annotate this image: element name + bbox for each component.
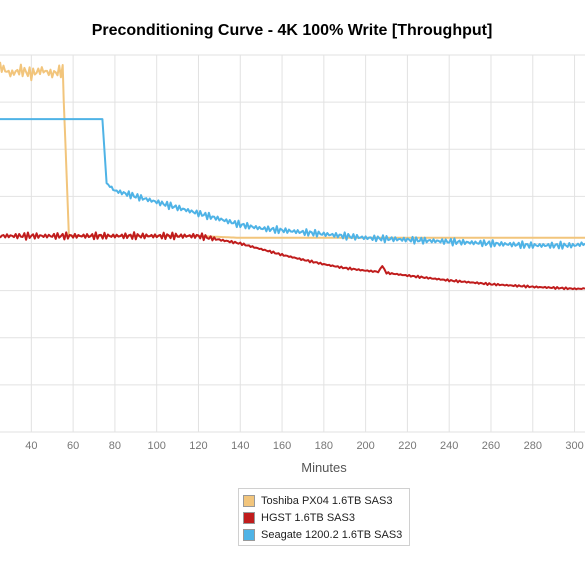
x-tick-label: 120 [189,440,207,452]
chart-title: Preconditioning Curve - 4K 100% Write [T… [92,22,493,39]
x-tick-label: 160 [273,440,291,452]
x-tick-label: 200 [356,440,374,452]
grid [0,54,585,433]
x-tick-label: 280 [524,440,542,452]
plot-series [0,61,585,291]
series-line-0 [0,61,585,239]
series-line-2 [0,118,585,250]
x-tick-label: 240 [440,440,458,452]
legend-item[interactable]: Toshiba PX04 1.6TB SAS3 [243,492,405,509]
legend: Toshiba PX04 1.6TB SAS3 HGST 1.6TB SAS3 Se… [238,488,410,546]
x-tick-label: 220 [398,440,416,452]
legend-item[interactable]: HGST 1.6TB SAS3 [243,509,405,526]
legend-label: Toshiba PX04 1.6TB SAS3 [261,494,393,507]
x-tick-label: 180 [315,440,333,452]
legend-swatch [243,494,255,507]
x-axis-label: Minutes [301,460,347,475]
x-tick-label: 100 [148,440,166,452]
x-tick-label: 40 [25,440,37,452]
x-tick-label: 80 [109,440,121,452]
x-tick-label: 300 [565,440,583,452]
legend-label: HGST 1.6TB SAS3 [261,511,355,524]
x-tick-label: 60 [67,440,79,452]
legend-item[interactable]: Seagate 1200.2 1.6TB SAS3 [243,526,405,543]
series-line-1 [0,231,585,291]
x-tick-labels: 40 60 80 100 120 140 160 180 200 220 240 260 280 300 [25,440,584,452]
legend-swatch [243,528,255,541]
legend-label: Seagate 1200.2 1.6TB SAS3 [261,528,403,541]
x-tick-label: 140 [231,440,249,452]
x-tick-label: 260 [482,440,500,452]
legend-swatch [243,511,255,524]
